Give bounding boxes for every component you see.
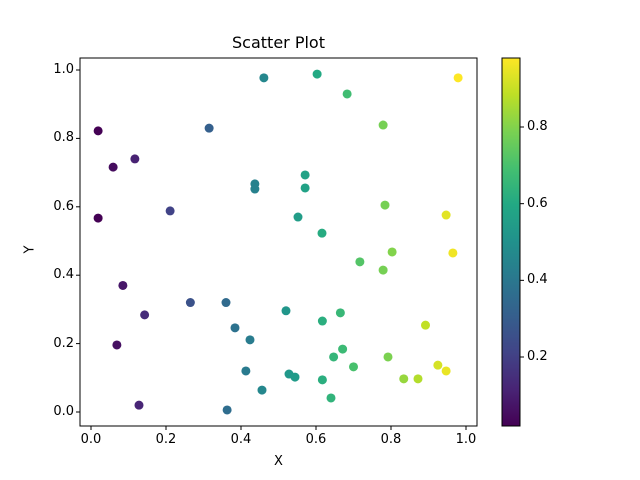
- data-point: [326, 393, 336, 403]
- data-point: [221, 298, 231, 308]
- data-point: [383, 352, 393, 362]
- x-tick-label: 1.0: [455, 432, 477, 447]
- x-axis-label: X: [274, 454, 283, 469]
- scatter-points: [93, 69, 463, 415]
- data-point: [453, 73, 463, 83]
- x-tick-label: 0.2: [155, 432, 177, 447]
- chart-title: Scatter Plot: [232, 33, 325, 52]
- data-point: [204, 123, 214, 133]
- data-point: [329, 352, 339, 362]
- data-point: [222, 405, 232, 415]
- data-point: [317, 316, 327, 326]
- y-tick-label: 0.8: [53, 130, 74, 146]
- data-point: [433, 360, 443, 370]
- data-point: [317, 228, 327, 238]
- y-tick-label: 0.2: [53, 335, 74, 351]
- data-point: [378, 120, 388, 130]
- data-point: [355, 257, 365, 267]
- data-point: [134, 400, 144, 410]
- data-point: [93, 126, 103, 136]
- data-point: [300, 170, 310, 180]
- colorbar-tick-label: 0.6: [527, 195, 548, 211]
- data-point: [259, 73, 269, 83]
- data-point: [185, 298, 195, 308]
- data-point: [338, 344, 348, 354]
- data-point: [335, 308, 345, 318]
- colorbar-ticks: [520, 126, 524, 358]
- y-tick-label: 0.6: [53, 198, 74, 214]
- data-point: [399, 374, 409, 384]
- y-axis-label: Y: [22, 245, 38, 254]
- data-point: [230, 323, 240, 333]
- data-point: [108, 162, 118, 172]
- data-point: [281, 306, 291, 316]
- data-point: [140, 310, 150, 320]
- x-tick-label: 0.4: [230, 432, 252, 447]
- data-point: [130, 154, 140, 164]
- data-point: [413, 374, 423, 384]
- x-tick-label: 0.0: [80, 432, 102, 447]
- data-point: [441, 366, 451, 376]
- colorbar-tick-label: 0.8: [527, 119, 548, 134]
- y-axis-ticks: [76, 69, 80, 413]
- data-point: [245, 335, 255, 345]
- data-point: [241, 366, 251, 376]
- data-point: [290, 372, 300, 382]
- data-point: [118, 280, 128, 290]
- data-point: [380, 200, 390, 210]
- data-point: [342, 89, 352, 99]
- data-point: [300, 183, 310, 193]
- colorbar-tick-label: 0.2: [527, 349, 548, 364]
- data-point: [421, 320, 430, 330]
- x-tick-label: 0.8: [380, 432, 402, 447]
- x-tick-label: 0.6: [305, 432, 327, 447]
- axes-frame: [79, 57, 478, 427]
- data-point: [112, 340, 122, 350]
- data-point: [165, 206, 175, 216]
- data-point: [317, 375, 327, 385]
- colorbar-tick-label: 0.4: [527, 272, 548, 288]
- colorbar: [501, 57, 521, 427]
- data-point: [378, 265, 388, 275]
- y-tick-label: 0.0: [53, 404, 74, 419]
- data-point: [448, 248, 458, 258]
- data-point: [250, 184, 260, 194]
- data-point: [349, 362, 358, 372]
- data-point: [257, 385, 267, 395]
- y-tick-label: 1.0: [53, 62, 74, 77]
- data-point: [293, 212, 303, 222]
- y-tick-label: 0.4: [53, 267, 74, 283]
- data-point: [93, 213, 103, 223]
- data-point: [441, 210, 451, 220]
- x-axis-ticks: [90, 426, 467, 430]
- data-point: [387, 247, 397, 257]
- data-point: [312, 69, 322, 79]
